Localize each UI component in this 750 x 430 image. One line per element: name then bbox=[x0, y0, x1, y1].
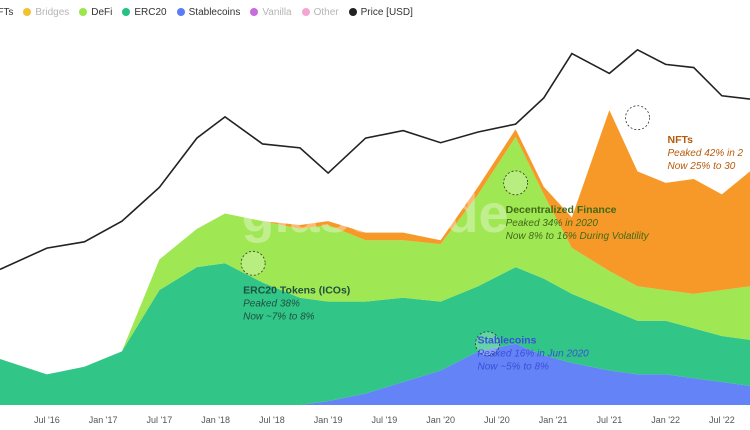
legend-item[interactable]: Other bbox=[301, 6, 339, 18]
annotation-line: Now 25% to 30 bbox=[668, 161, 736, 172]
legend-label: Stablecoins bbox=[188, 6, 241, 18]
legend-label: Bridges bbox=[35, 6, 70, 18]
x-tick-label: Jan '17 bbox=[89, 415, 118, 425]
legend-item[interactable]: Vanilla bbox=[250, 6, 292, 18]
x-tick-label: Jan '22 bbox=[651, 415, 680, 425]
chart-legend: NFTs Bridges DeFi ERC20 Stablecoins Vanilla Ot… bbox=[0, 4, 423, 20]
legend-label: Price [USD] bbox=[360, 6, 413, 18]
legend-dot-icon bbox=[301, 8, 310, 16]
x-tick-label: Jan '18 bbox=[201, 415, 230, 425]
annotation-title: Decentralized Finance bbox=[506, 204, 617, 216]
series-area-defi bbox=[0, 136, 750, 375]
annotation-title: Stablecoins bbox=[478, 335, 537, 347]
legend-item[interactable]: Bridges bbox=[23, 7, 69, 18]
series-area-erc20 bbox=[0, 263, 750, 405]
x-tick-label: Jul '22 bbox=[709, 415, 735, 425]
annotation-line: Peaked 42% in 2 bbox=[668, 148, 744, 159]
x-tick-label: Jan '19 bbox=[314, 415, 343, 425]
legend-dot-icon bbox=[79, 8, 88, 16]
legend-dot-icon bbox=[348, 8, 357, 16]
x-tick-label: Jul '19 bbox=[372, 415, 398, 425]
legend-label: Vanilla bbox=[262, 6, 292, 18]
legend-label: DeFi bbox=[91, 6, 113, 18]
x-tick-label: Jul '20 bbox=[484, 415, 510, 425]
x-tick-label: Jul '17 bbox=[147, 415, 173, 425]
legend-dot-icon bbox=[176, 8, 185, 16]
legend-item[interactable]: DeFi bbox=[79, 7, 112, 18]
annotation-line: Now ~7% to 8% bbox=[243, 311, 315, 322]
annotation-line: Peaked 38% bbox=[243, 298, 300, 309]
annotation-line: Now 8% to 16% During Volatility bbox=[506, 231, 650, 242]
peak-marker bbox=[475, 331, 500, 357]
x-tick-label: Jan '20 bbox=[426, 415, 455, 425]
legend-item[interactable]: Stablecoins bbox=[176, 6, 241, 18]
legend-dot-icon bbox=[250, 8, 259, 16]
legend-label: ERC20 bbox=[134, 6, 167, 18]
annotation-title: NFTs bbox=[668, 134, 694, 146]
legend-dot-icon bbox=[23, 8, 32, 16]
watermark-text: glassnode bbox=[241, 184, 508, 244]
price-line bbox=[0, 48, 750, 271]
x-tick-label: Jan '21 bbox=[539, 415, 568, 425]
peak-marker bbox=[503, 170, 529, 196]
x-tick-label: Jul '21 bbox=[597, 415, 623, 425]
annotation-title: ERC20 Tokens (ICOs) bbox=[243, 284, 350, 296]
annotation-line: Peaked 16% in Jun 2020 bbox=[478, 349, 590, 360]
series-area-stablecoins bbox=[0, 343, 750, 405]
peak-marker bbox=[240, 250, 266, 276]
x-tick-label: Jul '18 bbox=[259, 415, 285, 425]
legend-item[interactable]: ERC20 bbox=[122, 6, 167, 18]
legend-item[interactable]: Price [USD] bbox=[348, 6, 413, 18]
annotation-line: Peaked 34% in 2020 bbox=[506, 218, 599, 229]
legend-label: NFTs bbox=[0, 6, 14, 18]
legend-dot-icon bbox=[122, 8, 131, 16]
peak-marker bbox=[625, 105, 650, 131]
legend-label: Other bbox=[313, 6, 339, 18]
legend-item[interactable]: NFTs bbox=[0, 7, 13, 18]
annotation-line: Now ~5% to 8% bbox=[478, 362, 550, 373]
x-tick-label: Jul '16 bbox=[34, 415, 60, 425]
series-area-nfts bbox=[0, 110, 750, 375]
